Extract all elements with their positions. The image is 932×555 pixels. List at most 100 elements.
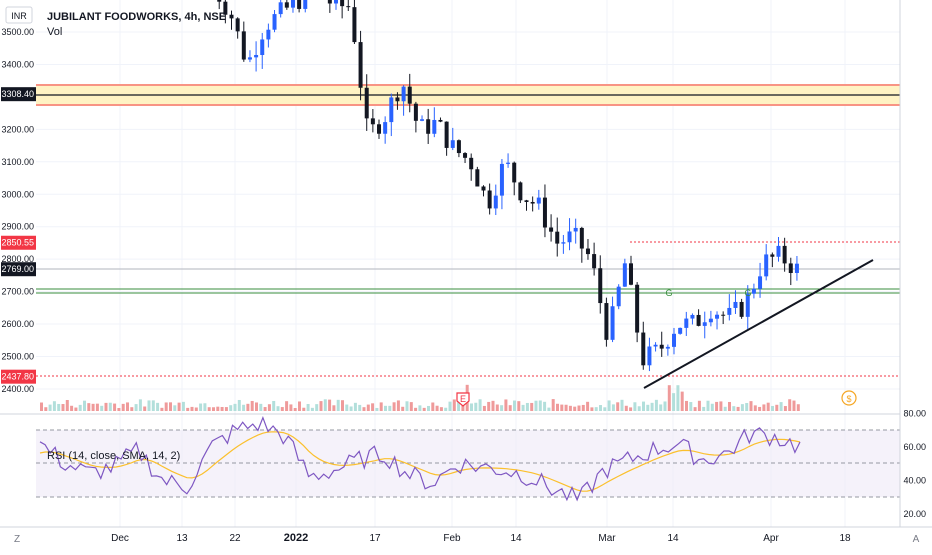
volume-bar (409, 402, 413, 411)
volume-bar (586, 401, 590, 411)
auto-scale-button[interactable]: A (913, 534, 920, 545)
candle-body (592, 254, 597, 269)
candle-body (278, 2, 283, 15)
volume-bar (792, 400, 796, 411)
volume-bar (328, 399, 332, 411)
volume-bar (401, 406, 405, 411)
volume-bar (556, 403, 559, 411)
dividend-marker[interactable]: $ (841, 390, 857, 406)
candle-body (358, 42, 363, 88)
volume-bar (345, 404, 349, 411)
volume-bar (590, 407, 594, 411)
volume-bar (207, 407, 211, 411)
volume-bar (530, 402, 534, 411)
gap-marker[interactable]: G (744, 288, 751, 298)
gap-marker[interactable]: G (665, 288, 672, 298)
volume-legend[interactable]: Vol (47, 26, 62, 38)
volume-bar (654, 399, 658, 411)
volume-bar (581, 404, 585, 411)
volume-bar (633, 402, 637, 411)
volume-bar (336, 399, 340, 411)
volume-bar (629, 407, 633, 411)
candles[interactable] (211, 0, 799, 372)
time-axis[interactable]: Dec 13 22 2022 17 Feb 14 Mar 14 Apr 18 (111, 532, 851, 544)
volume-bar (444, 407, 448, 411)
volume-bar (310, 407, 314, 411)
volume-bar (796, 404, 800, 411)
volume-bar (788, 399, 792, 411)
volume-bar (384, 405, 387, 411)
candle-body (715, 314, 720, 319)
rsi-axis[interactable]: 80.00 60.00 40.00 20.00 (903, 408, 926, 519)
time-tick-label: Apr (763, 533, 779, 544)
price-tick-label: 3400.00 (1, 59, 34, 69)
volume-bar (70, 405, 74, 411)
volume-bar (91, 403, 95, 411)
time-tick-label: 14 (667, 533, 679, 544)
rsi-tick-label: 20.00 (903, 509, 926, 519)
volume-bar (349, 406, 353, 411)
volume-bar (224, 407, 228, 411)
volume-bar (513, 400, 516, 411)
volume-bar (130, 407, 134, 411)
volume-bar (478, 399, 482, 411)
volume-bar (259, 403, 263, 411)
volume-bar (706, 400, 710, 411)
candle-body (745, 293, 750, 317)
price-badge (1, 262, 36, 277)
candle-body (635, 284, 640, 333)
volume-bar (173, 405, 177, 411)
zoom-button[interactable]: Z (14, 534, 20, 545)
candle-body (739, 301, 744, 317)
rsi-tick-label: 80.00 (903, 408, 926, 418)
candle-body (782, 245, 787, 264)
volume-bar (113, 403, 117, 411)
candle-body (352, 7, 357, 43)
volume-bar (611, 404, 615, 411)
rsi-legend[interactable]: RSI (14, close, SMA, 14, 2) (47, 450, 180, 462)
candle-body (690, 314, 695, 319)
price-axis[interactable]: 3500.00 3400.00 3200.00 3100.00 3000.00 2900.… (1, 27, 34, 394)
price-badge (1, 87, 36, 102)
volume-bar (702, 406, 706, 411)
ascending-trendline[interactable] (643, 259, 874, 389)
volume-bar (568, 405, 572, 411)
dividend-label: $ (846, 394, 851, 404)
volume-bar (457, 400, 461, 411)
volume-bar (353, 402, 357, 411)
candle-body (727, 307, 732, 315)
volume-bar (306, 404, 310, 411)
candle-body (450, 140, 455, 148)
rsi-line (39, 416, 801, 502)
volume-bar (543, 401, 547, 411)
rsi-tick-label: 60.00 (903, 442, 926, 452)
volume-bar (272, 400, 276, 411)
volume-bar (315, 404, 319, 411)
price-badge-label: 3308.40 (1, 89, 34, 99)
candle-body (641, 332, 646, 366)
earnings-marker[interactable]: E (456, 392, 470, 407)
volume-bar (229, 405, 233, 411)
candle-body (794, 263, 799, 273)
candle-body (217, 0, 222, 2)
symbol-title[interactable]: JUBILANT FOODWORKS, 4h, NSE (47, 11, 226, 23)
volume-bar (728, 401, 731, 411)
price-tick-label: 2500.00 (1, 352, 34, 362)
candle-body (284, 2, 289, 8)
time-tick-label: 2022 (284, 532, 308, 544)
currency-badge[interactable]: INR (5, 6, 33, 24)
volume-bar (186, 407, 190, 411)
volume-bar (715, 401, 719, 411)
price-tick-label: 2800.00 (1, 254, 34, 264)
volume-bar (358, 404, 362, 411)
volume-bar (44, 407, 48, 411)
volume-bar (680, 391, 684, 411)
volume-bar (732, 406, 736, 411)
volume-bar (719, 401, 723, 411)
candle-body (481, 186, 486, 191)
candle-body (647, 346, 652, 366)
volume-bar (723, 406, 727, 411)
candle-body (751, 288, 756, 294)
